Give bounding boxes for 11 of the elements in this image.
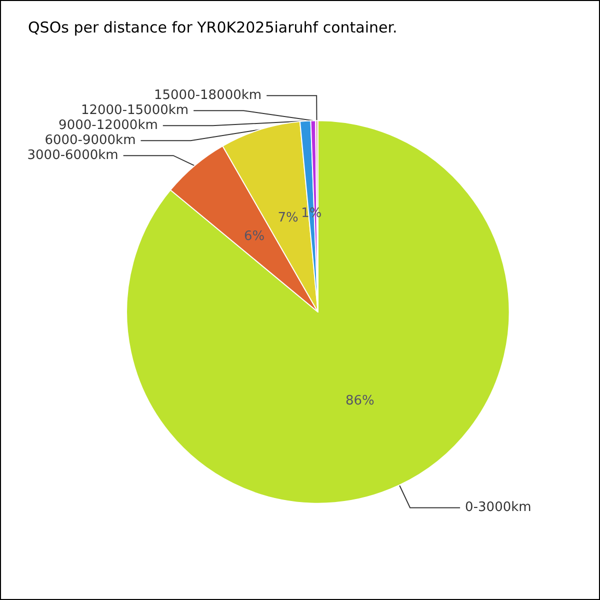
slice-label: 12000-15000km	[80, 103, 189, 118]
slice-label: 9000-12000km	[58, 118, 158, 134]
data-label: 86%	[346, 394, 374, 409]
slice-label: 15000-18000km	[154, 88, 262, 104]
data-label: 1%	[301, 206, 322, 221]
data-label: 6%	[244, 229, 265, 244]
slice-label: 3000-6000km	[27, 148, 118, 164]
slice-label: 6000-9000km	[44, 133, 136, 148]
chart-title: QSOs per distance for YR0K2025iaruhf container.	[28, 18, 398, 36]
data-label: 7%	[278, 210, 298, 226]
slice-label: 0-3000km	[465, 500, 532, 516]
